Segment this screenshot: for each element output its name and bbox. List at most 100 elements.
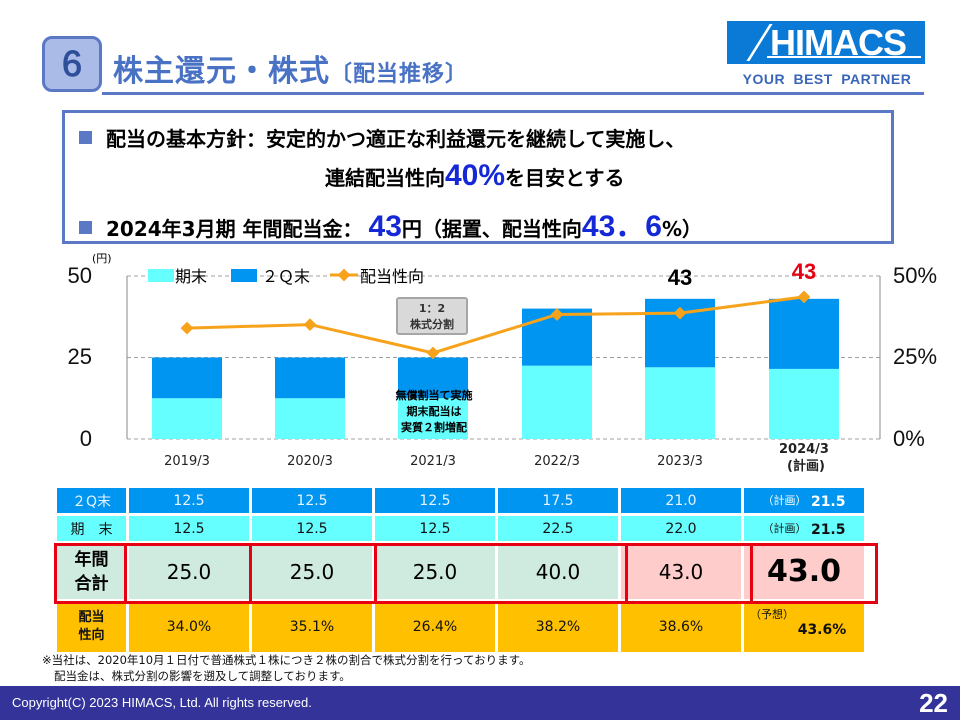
plan-tag: （計画） [762, 521, 807, 535]
legend-swatch-yearend [148, 269, 174, 282]
title-underline [102, 92, 924, 95]
bar-q2-2020/3 [275, 357, 345, 399]
total-label-2024: 43 [792, 259, 816, 284]
cell-total: 25.0 [252, 544, 372, 599]
y-tick-50: 50 [68, 263, 92, 288]
x-label-2019: 2019/3 [164, 454, 210, 469]
row-label-payout-1: 配当 [78, 610, 105, 625]
title-sub: 〔配当推移〕 [330, 62, 469, 87]
section-number: 6 [61, 43, 83, 85]
y2-tick-0: 0% [893, 426, 925, 451]
bar-q2-2024/3 [769, 298, 839, 369]
policy-line-2: 連結配当性向40%を目安とする [325, 159, 624, 193]
bar-yearend-2019/3 [152, 398, 222, 439]
row-label-yearend: 期 末 [57, 516, 126, 541]
cell-payout-value: 43.6% [797, 622, 847, 638]
page-title: 株主還元・株式〔配当推移〕 [113, 46, 468, 90]
cell-total: 25.0 [129, 544, 249, 599]
annual-dividend-unit: 円（据置、配当性向 [401, 217, 582, 241]
policy-line2-post: を目安とする [505, 166, 625, 190]
cell-yearend-value: 21.5 [810, 521, 846, 538]
row-label-payout-2: 性向 [78, 628, 105, 643]
stock-split-label: 株式分割 [410, 317, 454, 331]
square-bullet-icon [79, 131, 92, 144]
table-row-yearend: 期 末 12.5 12.5 12.5 22.5 22.0 （計画） 21.5 [57, 516, 864, 541]
forecast-tag: （予想） [750, 608, 794, 621]
bonus-note-2: 期末配当は [407, 404, 462, 418]
policy-text: 安定的かつ適正な利益還元を継続して実施し、 [266, 127, 686, 151]
cell-q2: 12.5 [375, 488, 495, 513]
cell-q2: 12.5 [252, 488, 372, 513]
plan-tag: （計画） [762, 493, 807, 507]
dividend-table: ２Q末 12.5 12.5 12.5 17.5 21.0 （計画） 21.5 期… [54, 485, 867, 655]
row-label-total-2: 合計 [74, 573, 109, 594]
bar-yearend-2020/3 [275, 398, 345, 439]
bar-yearend-2021/3 [398, 398, 468, 439]
logo-slash-mark [723, 24, 773, 61]
y-tick-25: 25 [68, 344, 92, 369]
payout-marker-2021/3 [426, 346, 440, 360]
x-label-2024: 2024/3 [779, 442, 829, 457]
square-bullet-icon [79, 221, 92, 234]
cell-yearend: 12.5 [375, 516, 495, 541]
table-row-payout: 配当 性向 34.0% 35.1% 26.4% 38.2% 38.6% （予想） 4… [57, 602, 864, 652]
row-label-total: 年間 合計 [57, 544, 126, 599]
y-tick-0: 0 [80, 426, 92, 451]
annual-dividend-amount: 43 [368, 210, 402, 243]
bar-q2-2019/3 [152, 357, 222, 399]
cell-payout: 35.1% [252, 602, 372, 652]
x-label-2024-plan: (計画) [787, 458, 825, 474]
x-label-2021: 2021/3 [410, 454, 456, 469]
cell-payout: 38.6% [621, 602, 741, 652]
payout-target: 40% [445, 159, 506, 192]
annual-dividend-label: 2024年3月期 年間配当金： [106, 217, 363, 241]
x-label-2022: 2022/3 [534, 454, 580, 469]
footnote-line-1: ※当社は、2020年10月１日付で普通株式１株につき２株の割合で株式分割を行って… [42, 653, 531, 667]
x-label-2023: 2023/3 [657, 454, 703, 469]
logo-text: HIMACS [770, 21, 907, 63]
legend-label-q2: ２Ｑ末 [262, 267, 310, 286]
y2-tick-25: 25% [893, 344, 937, 369]
cell-payout-forecast: （予想） 43.6% [744, 602, 864, 652]
cell-payout: 34.0% [129, 602, 249, 652]
legend-label-payout: 配当性向 [360, 267, 424, 286]
cell-total: 25.0 [375, 544, 495, 599]
annual-dividend-end: %） [661, 217, 703, 241]
policy-line2-pre: 連結配当性向 [325, 166, 445, 190]
footnote-line-2: 配当金は、株式分割の影響を遡及して調整しております。 [54, 669, 351, 683]
table-row-q2: ２Q末 12.5 12.5 12.5 17.5 21.0 （計画） 21.5 [57, 488, 864, 513]
footer-bar: Copyright(C) 2023 HIMACS, Ltd. All right… [0, 686, 960, 720]
y2-tick-50: 50% [893, 263, 937, 288]
cell-yearend: 12.5 [252, 516, 372, 541]
cell-q2-plan: （計画） 21.5 [744, 488, 864, 513]
payout-marker-2020/3 [303, 318, 317, 331]
footnote: ※当社は、2020年10月１日付で普通株式１株につき２株の割合で株式分割を行って… [42, 652, 530, 684]
x-label-2020: 2020/3 [287, 454, 333, 469]
row-label-total-1: 年間 [74, 549, 109, 570]
payout-ratio-highlight: 43．6 [581, 210, 662, 243]
cell-yearend-plan: （計画） 21.5 [744, 516, 864, 541]
table-row-total: 年間 合計 25.0 25.0 25.0 40.0 43.0 43.0 [57, 544, 864, 599]
bar-q2-2021/3 [398, 357, 468, 399]
bar-yearend-2022/3 [522, 365, 592, 439]
bonus-note-1: 無償割当て実施 [396, 388, 473, 402]
cell-total-plan: 43.0 [744, 544, 864, 599]
bonus-note-3: 実質２割増配 [401, 420, 467, 434]
legend-swatch-q2 [231, 269, 257, 282]
policy-line-3: 2024年3月期 年間配当金： 43円（据置、配当性向43．6%） [79, 201, 702, 245]
logo-tagline: YOUR BEST PARTNER [742, 71, 912, 87]
cell-q2-value: 21.5 [810, 493, 846, 510]
total-label-2023: 43 [668, 265, 692, 290]
cell-total: 40.0 [498, 544, 618, 599]
cell-payout: 38.2% [498, 602, 618, 652]
section-number-badge: 6 [42, 36, 102, 92]
row-label-payout: 配当 性向 [57, 602, 126, 652]
cell-q2: 12.5 [129, 488, 249, 513]
cell-yearend: 22.0 [621, 516, 741, 541]
dividend-chart: 期末 ２Ｑ末 配当性向 1：2 株式分割 無償割当て実施 期末配当は 実質２割増… [68, 252, 938, 474]
policy-label: 配当の基本方針： [106, 127, 266, 151]
legend-label-yearend: 期末 [175, 267, 207, 286]
payout-marker-2019/3 [180, 321, 194, 335]
stock-split-box [396, 297, 468, 335]
stock-split-ratio: 1：2 [419, 302, 445, 315]
